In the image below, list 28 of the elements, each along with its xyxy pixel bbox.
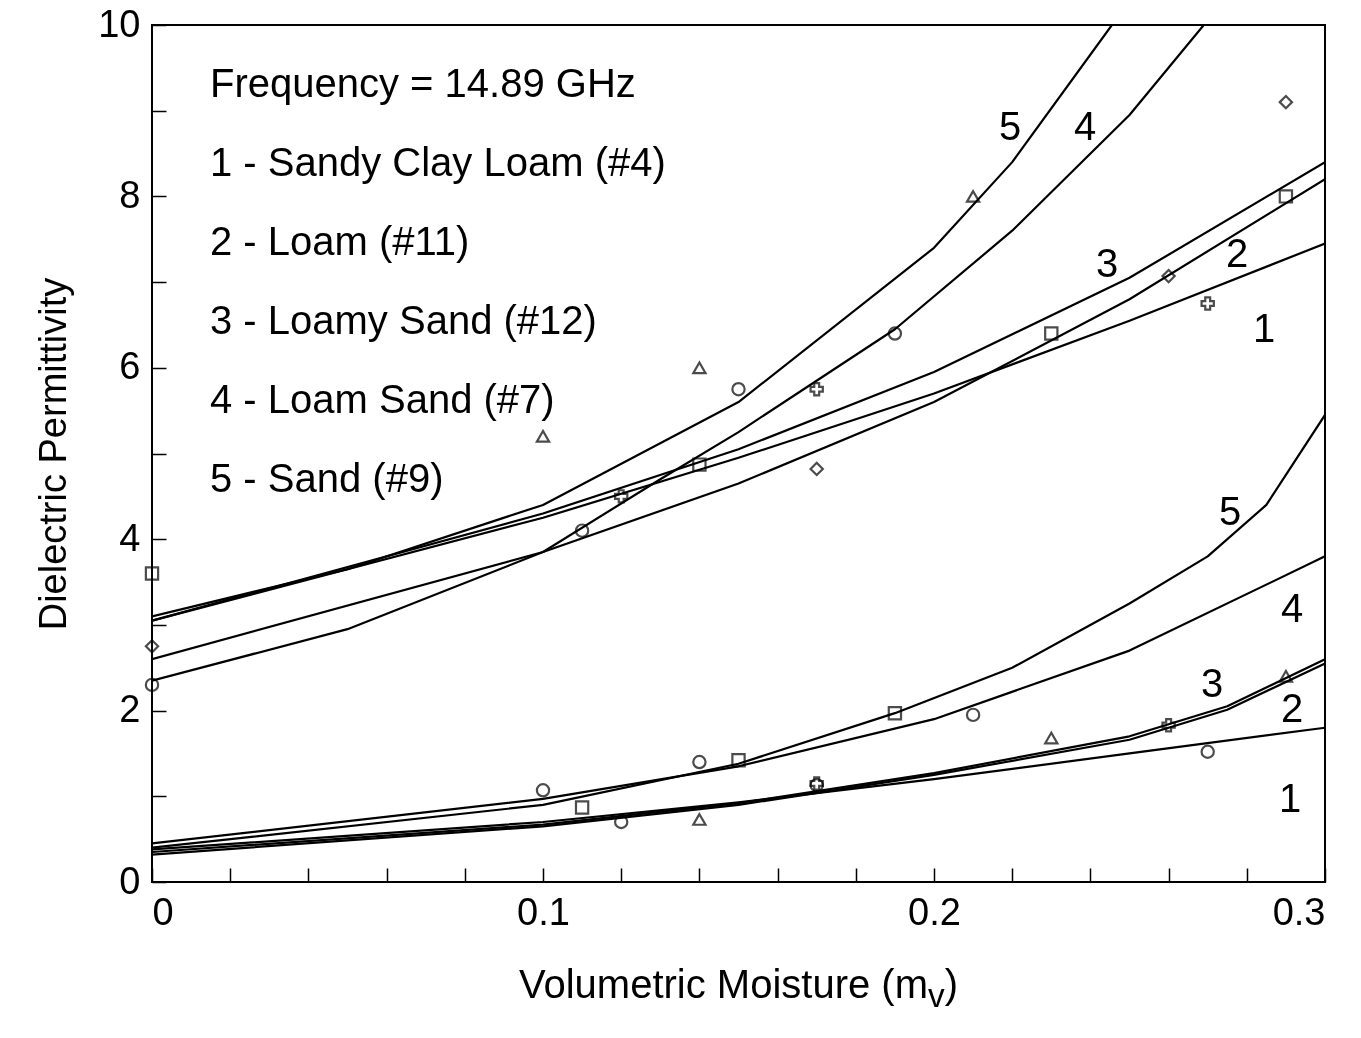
annotation: 5 - Sand (#9): [210, 456, 444, 500]
y-tick-label: 0: [119, 859, 141, 902]
annotation: 4: [1073, 104, 1097, 148]
annotation: 3 - Loamy Sand (#12): [210, 298, 597, 342]
annotation: 2: [1225, 231, 1249, 275]
text: 0.1: [517, 890, 570, 933]
x-tick-label: 0: [152, 890, 174, 933]
y-axis-title: Dielectric Permittivity: [32, 277, 75, 631]
annotation: 1: [1252, 306, 1276, 350]
annotation: Frequency = 14.89 GHz: [210, 61, 636, 105]
annotation: 2: [1280, 686, 1304, 730]
annotation: 3: [1200, 661, 1224, 705]
y-tick-label: 6: [119, 345, 141, 388]
x-tick-label: 0.2: [908, 890, 961, 933]
x-tick-label: 0.3: [1272, 890, 1326, 933]
annotation: 1 - Sandy Clay Loam (#4): [210, 140, 666, 184]
annotation: 5: [998, 104, 1022, 148]
y-tick-label: 2: [119, 688, 141, 731]
x-axis-title: Volumetric Moisture (m$_{v}$): [518, 962, 959, 1015]
y-tick-label: 10: [98, 2, 141, 45]
annotation: 4: [1280, 586, 1304, 630]
y-tick-label: 8: [119, 173, 141, 216]
y-tick-label: 4: [119, 516, 141, 559]
annotation: 4 - Loam Sand (#7): [210, 377, 555, 421]
annotation: 3: [1095, 241, 1119, 285]
annotation: 5: [1218, 489, 1242, 533]
annotation: 1: [1278, 776, 1302, 820]
annotation: 2 - Loam (#11): [210, 219, 470, 263]
